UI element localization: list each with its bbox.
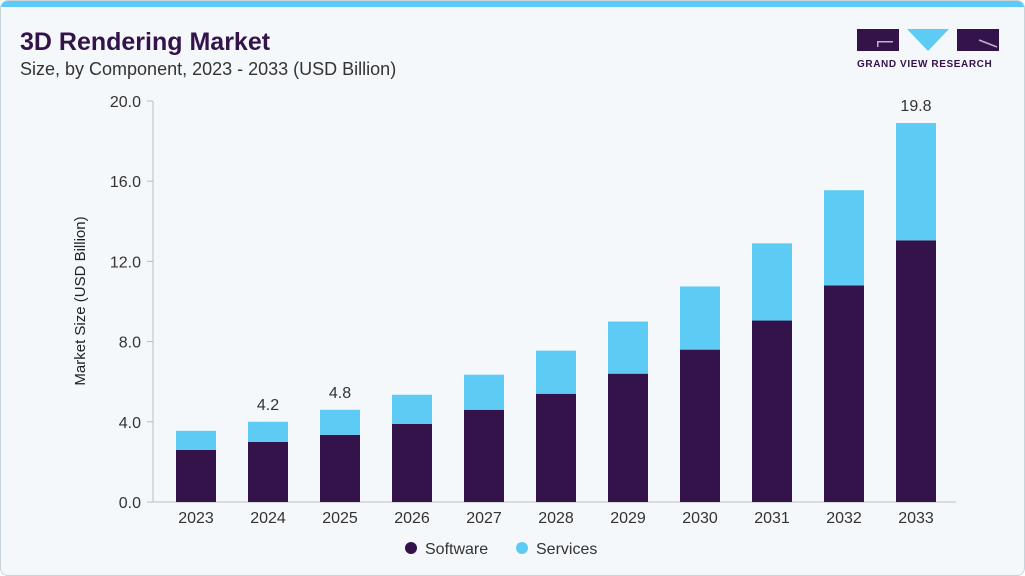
bar-services-2027 (464, 374, 504, 410)
bar-services-2025 (320, 409, 360, 435)
logo-text: GRAND VIEW RESEARCH (857, 59, 993, 70)
y-tick-label: 12.0 (110, 254, 141, 271)
bar-software-2026 (392, 423, 432, 502)
bar-software-2023 (176, 449, 216, 502)
x-tick-label: 2027 (466, 510, 502, 527)
y-tick-label: 8.0 (119, 335, 141, 352)
bar-services-2032 (824, 190, 864, 286)
y-tick-label: 16.0 (110, 174, 141, 191)
chart-title: 3D Rendering Market (20, 28, 271, 56)
data-label: 4.8 (329, 385, 351, 402)
x-tick-label: 2023 (178, 510, 214, 527)
bar-software-2031 (752, 320, 792, 502)
data-label: 19.8 (900, 98, 931, 115)
y-tick-label: 4.0 (119, 415, 141, 432)
bar-services-2031 (752, 243, 792, 321)
bar-services-2028 (536, 350, 576, 394)
bar-services-2024 (248, 421, 288, 442)
x-tick-label: 2026 (394, 510, 430, 527)
grand-view-research-logo (857, 29, 999, 51)
bar-software-2032 (824, 285, 864, 502)
y-tick-label: 20.0 (110, 94, 141, 111)
x-tick-label: 2031 (754, 510, 790, 527)
bar-services-2033 (896, 123, 936, 241)
bar-software-2029 (608, 373, 648, 502)
legend-label-services: Services (536, 541, 597, 558)
x-tick-label: 2024 (250, 510, 286, 527)
legend-label-software: Software (425, 541, 488, 558)
bar-software-2033 (896, 240, 936, 502)
y-tick-label: 0.0 (119, 495, 141, 512)
bar-software-2025 (320, 434, 360, 502)
bar-software-2024 (248, 441, 288, 502)
data-label: 4.2 (257, 397, 279, 414)
bar-software-2027 (464, 409, 504, 502)
bar-services-2029 (608, 321, 648, 374)
bar-software-2028 (536, 393, 576, 502)
bar-services-2023 (176, 430, 216, 450)
x-tick-label: 2025 (322, 510, 358, 527)
x-tick-label: 2028 (538, 510, 574, 527)
x-tick-label: 2033 (898, 510, 934, 527)
bar-software-2030 (680, 349, 720, 502)
accent-bar (1, 1, 1024, 7)
bar-services-2030 (680, 286, 720, 350)
y-axis-title: Market Size (USD Billion) (72, 216, 89, 385)
legend-marker-software (405, 542, 417, 554)
bar-services-2026 (392, 394, 432, 424)
x-tick-label: 2032 (826, 510, 862, 527)
x-tick-label: 2029 (610, 510, 646, 527)
legend-marker-services (516, 542, 528, 554)
chart-subtitle: Size, by Component, 2023 - 2033 (USD Bil… (20, 59, 397, 79)
x-tick-label: 2030 (682, 510, 718, 527)
